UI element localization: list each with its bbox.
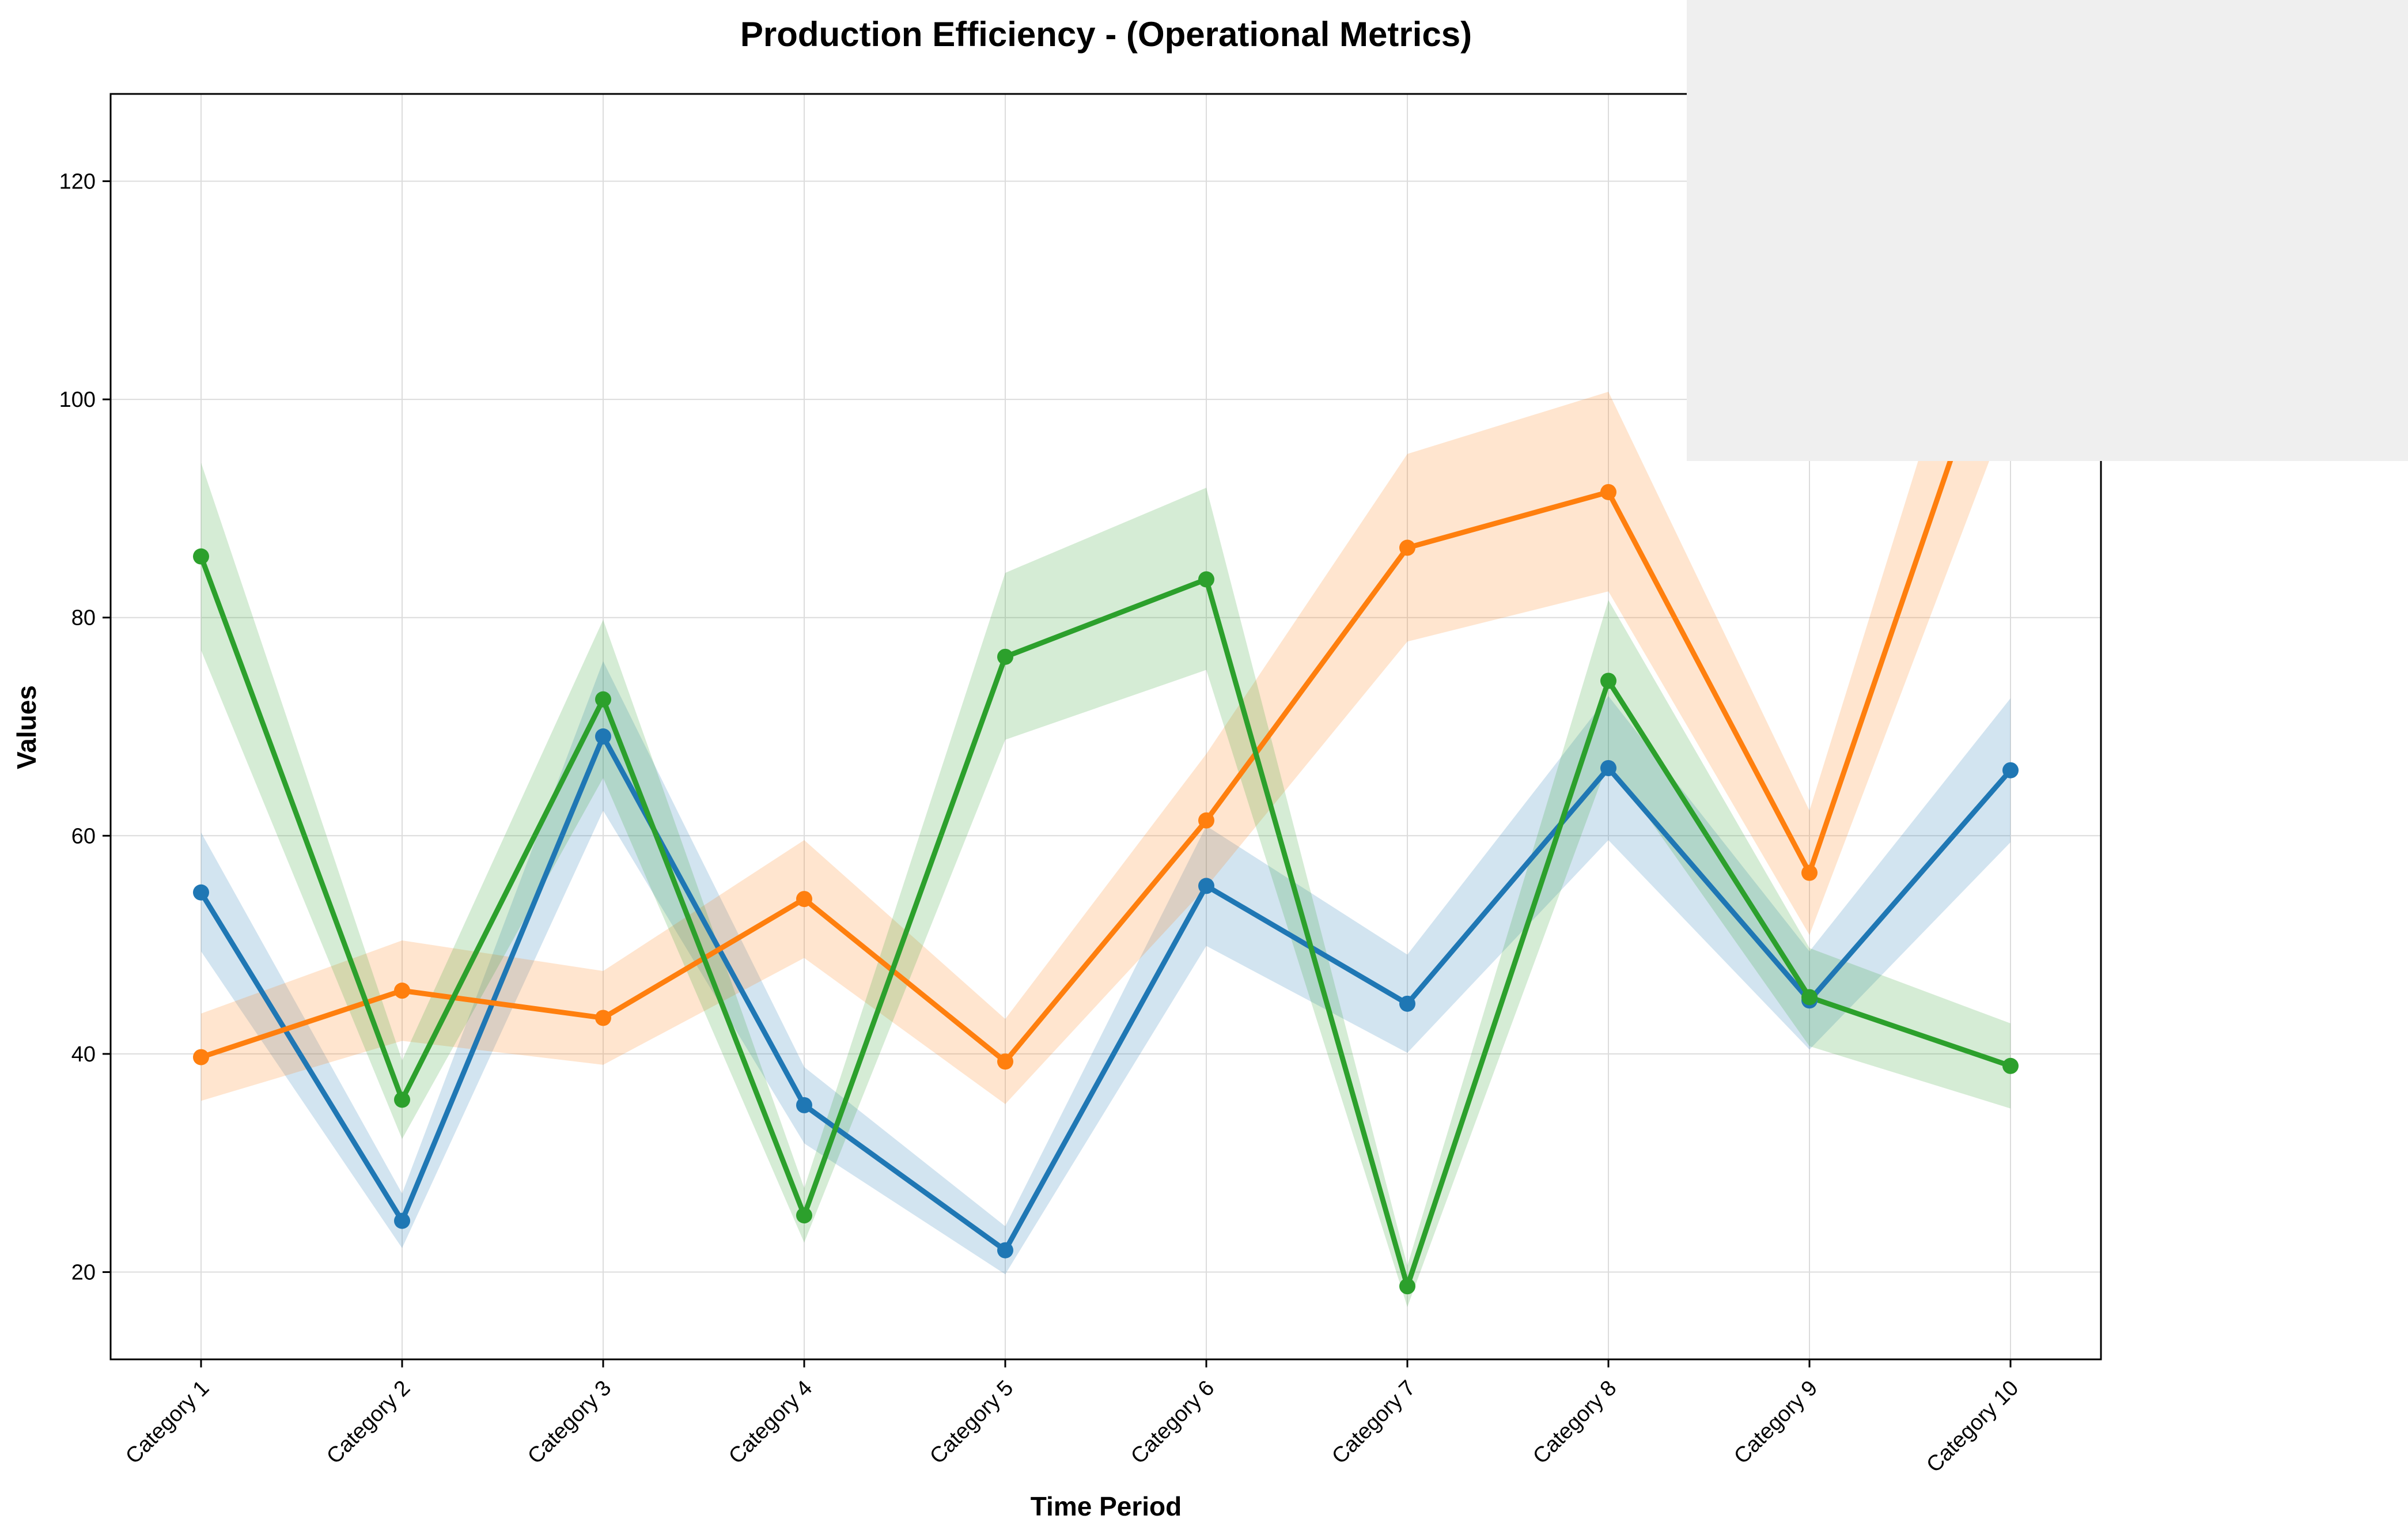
x-tick-label: Category 6 [1126,1376,1219,1469]
series-1-point [2002,762,2019,779]
series-2-point [595,1010,611,1026]
series-2-point [193,1049,209,1065]
series-lines [198,282,2013,1289]
series-3-point [796,1207,812,1224]
y-axis-title: Values [12,685,41,769]
series-3-point [2002,1057,2019,1074]
series-2-point [1198,812,1214,829]
x-tick-label: Category 10 [1922,1376,2023,1477]
series-1-point [595,728,611,745]
x-tick-label: Category 9 [1729,1376,1822,1469]
y-tick-label: 120 [59,169,96,194]
x-tick-label: Category 5 [925,1376,1018,1469]
y-axis-ticks: 20 40 60 80 100 120 [59,169,111,1285]
series-3-point [997,648,1013,665]
x-tick-label: Category 4 [724,1376,817,1469]
x-tick-label: Category 7 [1327,1376,1420,1469]
series-3-point [1600,672,1616,689]
x-tick-label: Category 1 [121,1376,214,1469]
legend-box [1687,0,2408,461]
plot-frame [109,93,2102,1361]
series-1-band [201,661,2011,1275]
x-tick-label: Category 8 [1528,1376,1621,1469]
series-2-point [1399,539,1415,556]
series-3-point [394,1091,410,1108]
series-2-point [1600,483,1616,500]
series-3-line [198,554,2013,1289]
series-1-point [997,1242,1013,1259]
series-2-point [1801,864,1818,881]
series-3-band [201,462,2011,1308]
series-2-point [796,891,812,908]
series-2-point [997,1053,1013,1070]
y-tick-label: 40 [71,1042,96,1067]
series-3-point [1399,1278,1415,1295]
series-3-point [1198,571,1214,588]
x-axis-ticks: Category 1 Category 2 Category 3 Category 4… [121,1359,2023,1477]
series-1-point [1198,878,1214,894]
series-1-point [1399,995,1415,1012]
series-3-point [1801,989,1818,1006]
x-tick-label: Category 3 [523,1376,616,1469]
grid-lines [111,94,2101,1359]
series-3-point [595,691,611,708]
data-points [193,277,2019,1295]
series-1-point [394,1212,410,1229]
y-tick-label: 60 [71,824,96,848]
confidence-bands [201,164,2011,1308]
y-tick-label: 80 [71,606,96,630]
series-1-point [796,1097,812,1113]
series-2-line [198,282,2013,1064]
x-axis-title: Time Period [1031,1491,1182,1521]
chart-title: Production Efficiency - (Operational Met… [740,15,1472,54]
y-tick-label: 100 [59,388,96,412]
series-1-point [1600,759,1616,776]
series-1-point [193,884,209,901]
series-2-band [201,164,2011,1105]
series-3-point [193,548,209,565]
x-tick-label: Category 2 [322,1376,415,1469]
y-tick-label: 20 [71,1261,96,1285]
series-1-line [198,734,2013,1253]
series-2-point [394,982,410,999]
